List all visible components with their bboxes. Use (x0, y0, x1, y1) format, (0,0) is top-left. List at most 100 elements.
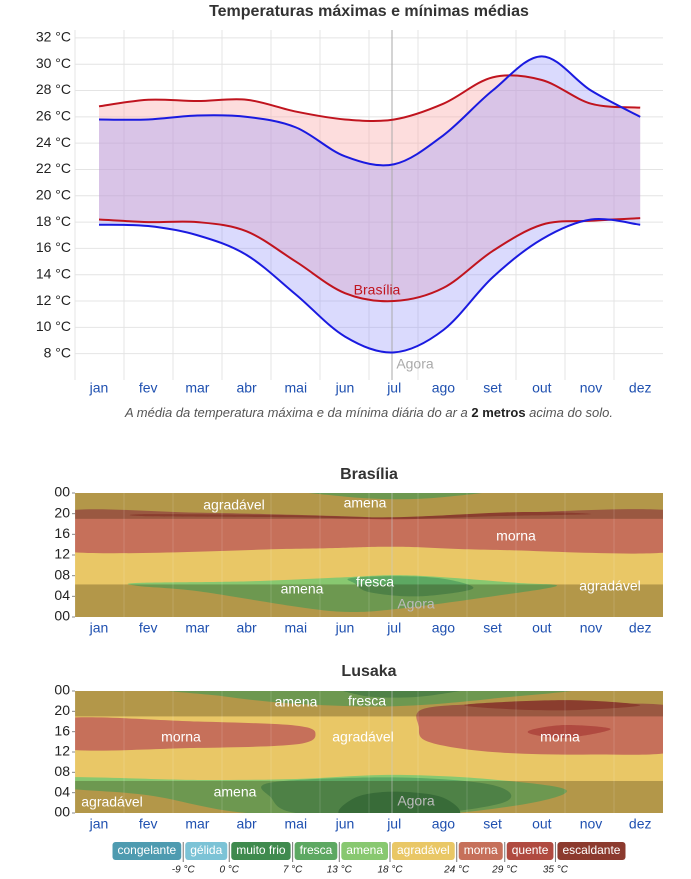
series-line (98, 217, 641, 303)
x-tick-label: set (483, 816, 502, 832)
legend-threshold: 7 °C (283, 865, 303, 876)
region-label: amena (281, 581, 324, 597)
x-tick-label: dez (629, 816, 652, 832)
x-tick-label: jul (386, 816, 401, 832)
legend-label: escaldante (562, 843, 620, 857)
y-tick-label: 12 °C (36, 292, 71, 308)
y-tick-label: 00 (54, 484, 70, 500)
plot (98, 30, 641, 380)
x-tick-label: ago (432, 620, 456, 636)
y-tick-label: 16 (54, 525, 70, 541)
y-tick-label: 20 (54, 504, 70, 520)
x-tick-label: set (483, 380, 502, 396)
legend-threshold: 13 °C (327, 865, 353, 876)
legend-label: agradável (397, 843, 450, 857)
x-tick-label: dez (629, 620, 652, 636)
series-line (98, 74, 641, 122)
legend-swatch (294, 842, 338, 860)
region-label: fresca (348, 693, 386, 709)
y-tick-label: 08 (54, 566, 70, 582)
y-tick-label: 12 (54, 743, 70, 759)
x-tick-label: mai (285, 816, 308, 832)
x-tick-label: jun (335, 380, 355, 396)
x-tick-label: mar (185, 816, 209, 832)
comfort-region (343, 691, 460, 698)
x-tick-label: fev (139, 620, 158, 636)
legend-swatch (392, 842, 455, 860)
night-shade (75, 584, 663, 617)
comfort-region (168, 691, 572, 707)
x-tick-label: ago (432, 816, 456, 832)
legend-label: quente (512, 843, 549, 857)
region-label: agradável (81, 794, 143, 810)
region-label: morna (161, 729, 201, 745)
x-tick-label: mar (185, 380, 209, 396)
x-tick-label: out (532, 380, 552, 396)
y-tick-label: 08 (54, 763, 70, 779)
y-tick-label: 20 °C (36, 186, 71, 202)
legend-label: fresca (300, 843, 333, 857)
x-tick-label: jan (89, 380, 109, 396)
y-tick-label: 30 °C (36, 55, 71, 71)
x-tick-label: fev (139, 380, 158, 396)
legend-threshold: -9 °C (172, 865, 196, 876)
comfort-region (464, 700, 641, 711)
comfort-region (338, 791, 460, 813)
legend-threshold: 18 °C (377, 865, 403, 876)
region-label: amena (344, 495, 387, 511)
region-label: fresca (356, 574, 394, 590)
y-tick-label: 18 °C (36, 213, 71, 229)
caption-part: acima do solo. (526, 405, 613, 420)
y-tick-label: 04 (54, 783, 70, 799)
region-label: Agora (397, 596, 435, 612)
annotation: Brasília (354, 282, 401, 298)
comfort-region (75, 717, 316, 751)
y-tick-label: 32 °C (36, 29, 71, 45)
x-tick-label: dez (629, 380, 652, 396)
night-shade (75, 493, 663, 519)
x-tick-label: jan (89, 816, 109, 832)
region-label: morna (496, 528, 536, 544)
legend-threshold: 0 °C (219, 865, 239, 876)
x-tick-label: mai (285, 380, 308, 396)
x-tick-label: mar (185, 620, 209, 636)
legend-swatch (458, 842, 503, 860)
y-tick-label: 10 °C (36, 318, 71, 334)
x-tick-label: jul (386, 380, 401, 396)
legend-swatch (185, 842, 228, 860)
y-tick-label: 16 °C (36, 239, 71, 255)
legend-swatch (506, 842, 554, 860)
region-label: agradável (203, 497, 265, 513)
legend-threshold: 29 °C (491, 865, 518, 876)
heatmap (75, 691, 663, 813)
chart-title: Temperaturas máximas e mínimas médias (209, 3, 529, 20)
x-tick-label: abr (236, 816, 257, 832)
series-line (98, 217, 641, 354)
range-band (99, 56, 641, 353)
x-tick-label: jun (335, 816, 355, 832)
y-tick-label: 00 (54, 608, 70, 624)
caption-part: 2 metros (471, 405, 525, 420)
y-tick-label: 26 °C (36, 108, 71, 124)
x-tick-label: ago (432, 380, 456, 396)
x-tick-label: out (532, 816, 552, 832)
region-label: agradável (579, 578, 641, 594)
y-tick-label: 00 (54, 804, 70, 820)
x-tick-label: out (532, 620, 552, 636)
comfort-region (347, 576, 474, 597)
region-label: morna (540, 729, 580, 745)
y-tick-label: 12 (54, 546, 70, 562)
caption: A média da temperatura máxima e da mínim… (124, 405, 613, 420)
legend-swatch (112, 842, 182, 860)
y-tick-label: 22 °C (36, 160, 71, 176)
legend-label: gélida (190, 843, 222, 857)
y-tick-label: 20 (54, 702, 70, 718)
legend-swatch (557, 842, 626, 860)
night-shade (75, 780, 663, 813)
heatmap (75, 493, 663, 617)
comfort-region (527, 725, 611, 738)
x-tick-label: jul (386, 620, 401, 636)
y-tick-label: 8 °C (44, 344, 71, 360)
